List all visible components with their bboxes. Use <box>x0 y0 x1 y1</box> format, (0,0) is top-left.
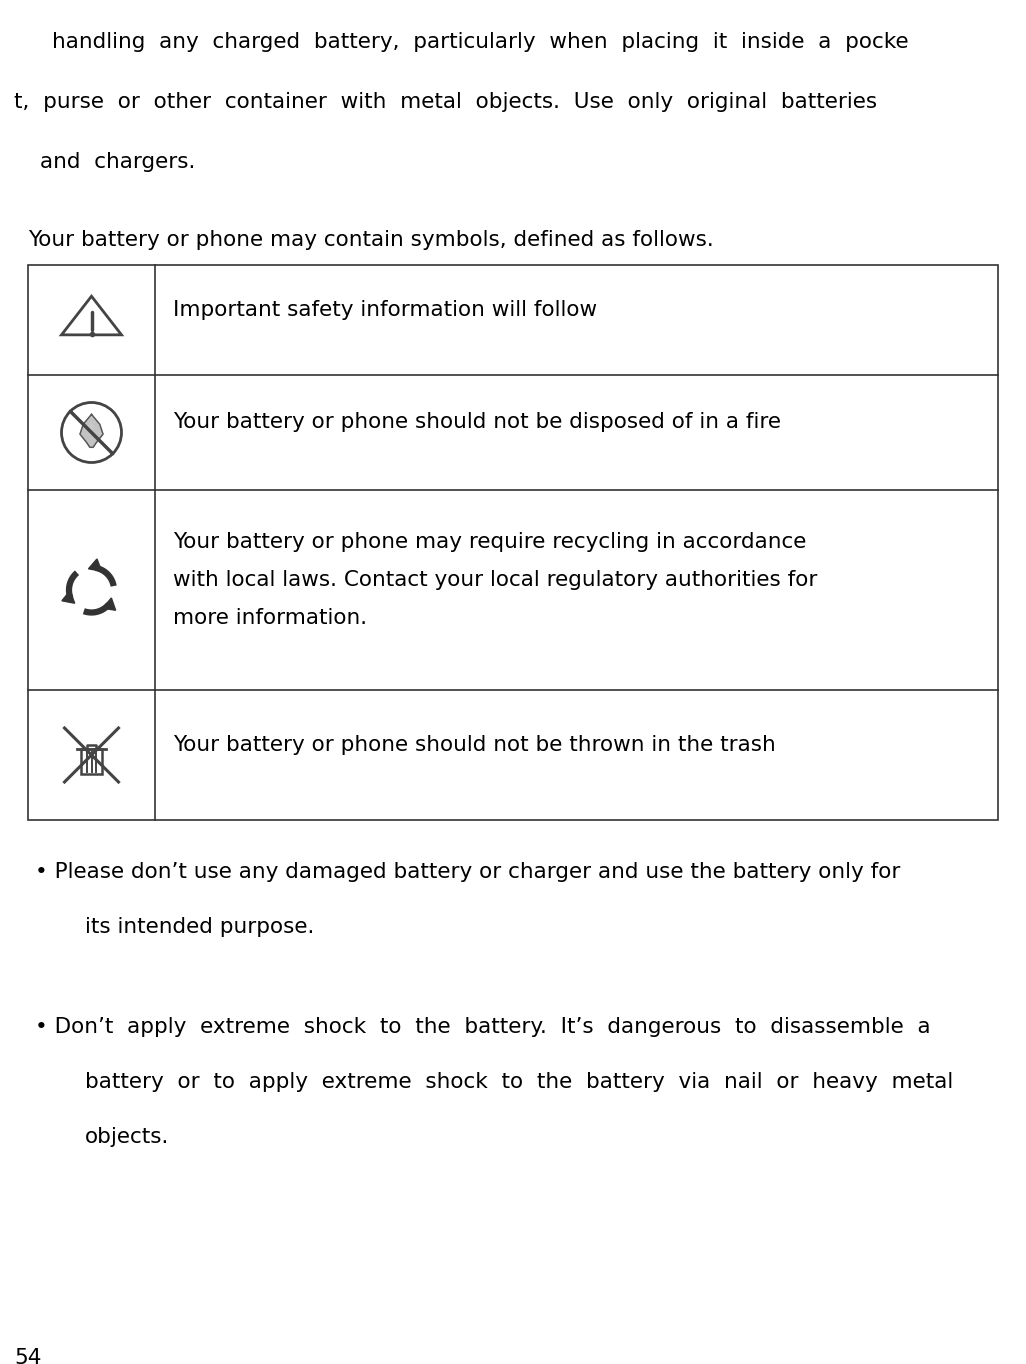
Bar <box>28 265 998 820</box>
Text: • Don’t  apply  extreme  shock  to  the  battery.  It’s  dangerous  to  disassem: • Don’t apply extreme shock to the batte… <box>35 1018 931 1037</box>
Polygon shape <box>80 415 103 447</box>
Text: Important safety information will follow: Important safety information will follow <box>173 300 597 321</box>
Text: Your battery or phone may require recycling in accordance: Your battery or phone may require recycl… <box>173 532 806 552</box>
Text: and  chargers.: and chargers. <box>40 151 195 172</box>
Text: 54: 54 <box>14 1348 41 1364</box>
Text: Your battery or phone should not be thrown in the trash: Your battery or phone should not be thro… <box>173 735 776 756</box>
Text: more information.: more information. <box>173 608 367 627</box>
Polygon shape <box>88 559 102 572</box>
Polygon shape <box>62 591 75 603</box>
Text: Your battery or phone should not be disposed of in a fire: Your battery or phone should not be disp… <box>173 412 781 432</box>
Text: with local laws. Contact your local regulatory authorities for: with local laws. Contact your local regu… <box>173 570 818 591</box>
Text: handling  any  charged  battery,  particularly  when  placing  it  inside  a  po: handling any charged battery, particular… <box>52 31 909 52</box>
Bar <box>81 749 102 773</box>
Text: • Please don’t use any damaged battery or charger and use the battery only for: • Please don’t use any damaged battery o… <box>35 862 901 883</box>
Text: battery  or  to  apply  extreme  shock  to  the  battery  via  nail  or  heavy  : battery or to apply extreme shock to the… <box>85 1072 953 1093</box>
Text: Your battery or phone may contain symbols, defined as follows.: Your battery or phone may contain symbol… <box>28 231 714 250</box>
Polygon shape <box>103 597 116 610</box>
Text: its intended purpose.: its intended purpose. <box>85 917 314 937</box>
Text: objects.: objects. <box>85 1127 169 1147</box>
Polygon shape <box>87 423 93 434</box>
Text: t,  purse  or  other  container  with  metal  objects.  Use  only  original  bat: t, purse or other container with metal o… <box>14 91 877 112</box>
